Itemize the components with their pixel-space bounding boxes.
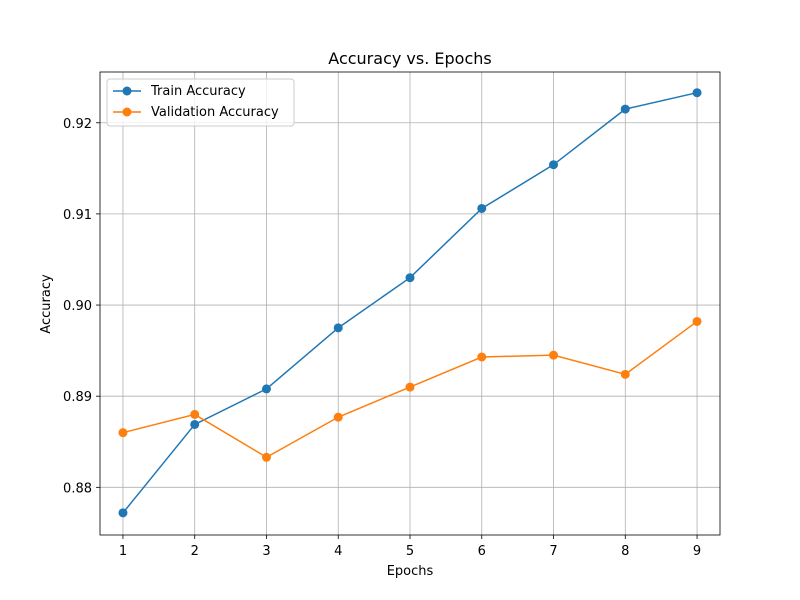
series-0-point [333,323,343,333]
x-tick-label: 4 [334,544,342,559]
series-0-point [118,508,128,518]
x-tick-label: 5 [406,544,414,559]
y-tick-label: 0.90 [63,299,92,314]
series-0-point [261,384,271,394]
x-tick-label: 2 [191,544,199,559]
series-0-point [190,419,200,429]
series-0-point [692,88,702,98]
y-tick-label: 0.91 [63,208,92,223]
y-axis-label: Accuracy [39,274,54,334]
legend: Train Accuracy Validation Accuracy [106,78,295,127]
grid-lines [100,72,720,535]
y-tick-label: 0.89 [63,390,92,405]
series-0-point [477,203,487,213]
series-1-point [549,350,559,360]
series-0-point [620,104,630,114]
x-tick-label: 9 [693,544,701,559]
series-0-point [405,273,415,283]
legend-box [106,78,295,127]
x-tick-label: 1 [119,544,127,559]
x-tick-label: 6 [478,544,486,559]
x-tick-label: 7 [549,544,557,559]
chart-title: Accuracy vs. Epochs [328,49,491,68]
legend-label-train: Train Accuracy [150,84,246,99]
series-1-point [692,316,702,326]
series-1-point [333,412,343,422]
series-0-point [549,160,559,170]
series-group [118,88,702,518]
x-axis-label: Epochs [387,564,434,579]
x-tick-label: 3 [262,544,270,559]
series-1-point [405,382,415,392]
ticks: 1 2 3 4 5 6 7 8 9 0.88 0.89 0.90 0.91 0.92 [63,117,701,559]
x-tick-label: 8 [621,544,629,559]
series-1-point [190,409,200,419]
series-1-point [118,428,128,438]
series-1-point [620,369,630,379]
y-tick-label: 0.92 [63,117,92,132]
series-1-point [261,452,271,462]
legend-marker-train [122,86,132,96]
legend-marker-validation [122,107,132,117]
y-tick-label: 0.88 [63,481,92,496]
legend-label-validation: Validation Accuracy [151,105,279,120]
series-1-point [477,352,487,362]
